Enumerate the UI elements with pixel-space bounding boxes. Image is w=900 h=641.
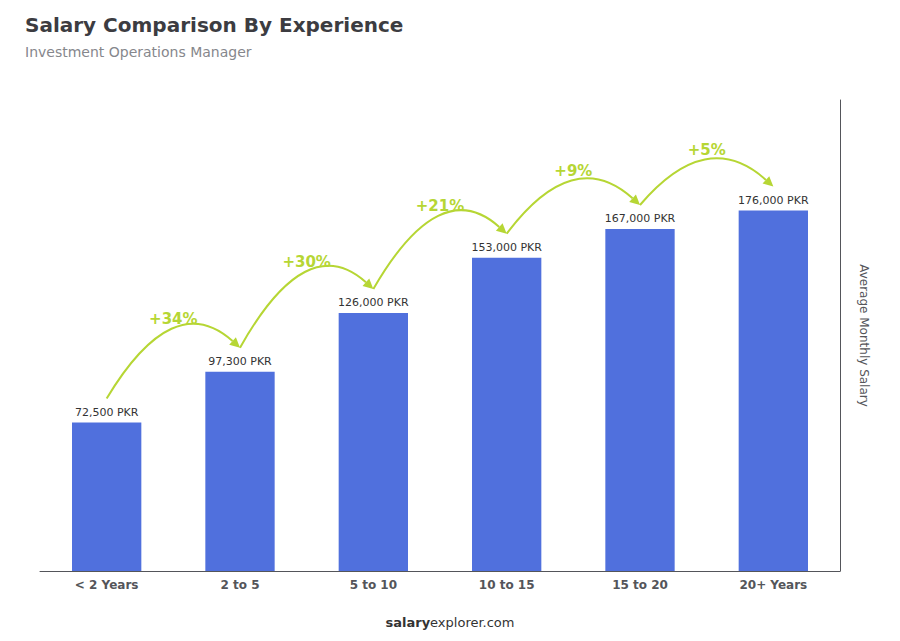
- svg-text:15 to 20: 15 to 20: [612, 578, 668, 592]
- svg-text:2 to 5: 2 to 5: [220, 578, 259, 592]
- svg-text:Average Monthly Salary: Average Monthly Salary: [857, 264, 871, 407]
- svg-text:5 to 10: 5 to 10: [350, 578, 397, 592]
- svg-text:167,000 PKR: 167,000 PKR: [605, 212, 676, 225]
- svg-text:salary: salary: [385, 615, 430, 630]
- svg-text:Salary Comparison By Experienc: Salary Comparison By Experience: [25, 13, 403, 37]
- svg-text:explorer.com: explorer.com: [430, 615, 514, 630]
- svg-text:+30%: +30%: [282, 253, 330, 271]
- svg-text:10 to 15: 10 to 15: [479, 578, 535, 592]
- svg-text:153,000 PKR: 153,000 PKR: [471, 241, 542, 254]
- svg-text:20+ Years: 20+ Years: [739, 578, 807, 592]
- svg-text:97,300 PKR: 97,300 PKR: [208, 355, 272, 368]
- svg-text:< 2 Years: < 2 Years: [75, 578, 139, 592]
- svg-text:+9%: +9%: [554, 162, 592, 180]
- svg-text:176,000 PKR: 176,000 PKR: [738, 194, 809, 207]
- svg-text:+34%: +34%: [149, 310, 197, 328]
- svg-text:126,000 PKR: 126,000 PKR: [338, 296, 409, 309]
- svg-text:+5%: +5%: [688, 141, 726, 159]
- svg-text:Investment Operations Manager: Investment Operations Manager: [25, 44, 252, 60]
- svg-text:72,500 PKR: 72,500 PKR: [75, 406, 139, 419]
- svg-text:+21%: +21%: [416, 197, 464, 215]
